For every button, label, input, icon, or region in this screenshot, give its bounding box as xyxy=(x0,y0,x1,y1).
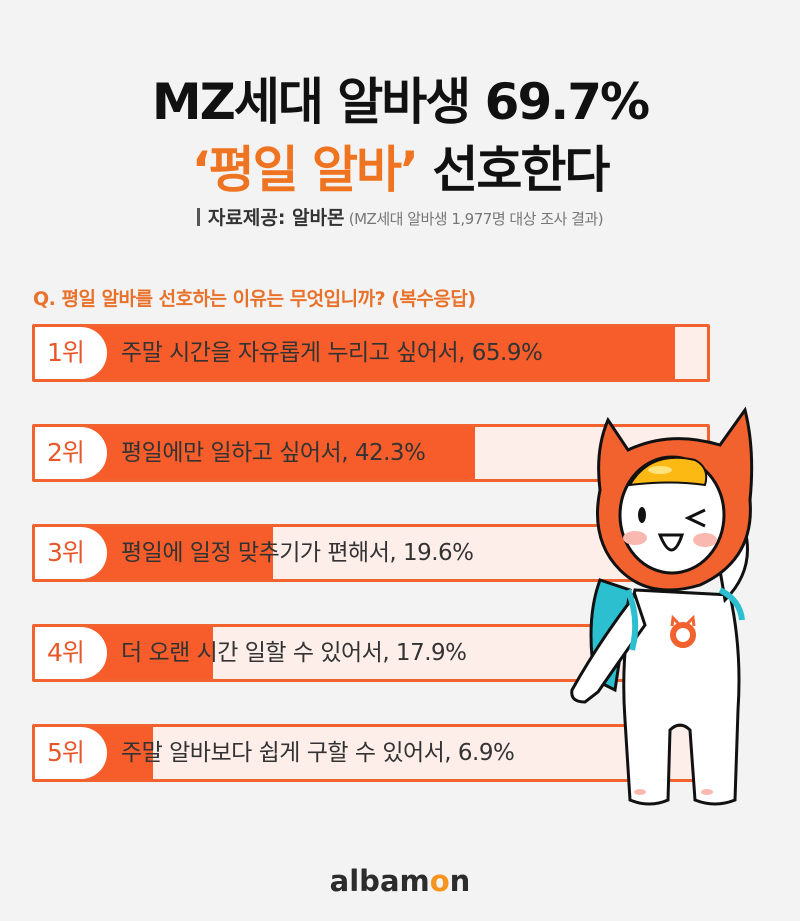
headline-rest: 선호한다 xyxy=(416,141,610,199)
source-credit: 자료제공: 알바몬 (MZ세대 알바생 1,977명 대상 조사 결과) xyxy=(0,203,800,230)
rank-badge: 5위 xyxy=(35,727,107,779)
bar-label: 주말 시간을 자유롭게 누리고 싶어서, 65.9% xyxy=(121,340,543,366)
rank-badge: 2위 xyxy=(35,427,107,479)
bar-label: 평일에 일정 맞추기가 편해서, 19.6% xyxy=(121,540,474,566)
source-main: 자료제공: 알바몬 xyxy=(207,207,345,229)
rank-badge: 1위 xyxy=(35,327,107,379)
bar-row: 1위 주말 시간을 자유롭게 누리고 싶어서, 65.9% xyxy=(32,324,710,382)
bar-label: 평일에만 일하고 싶어서, 42.3% xyxy=(121,440,426,466)
bar-fill xyxy=(35,327,675,379)
bar-label: 주말 알바보다 쉽게 구할 수 있어서, 6.9% xyxy=(121,740,515,766)
separator-bar xyxy=(196,208,200,226)
bar-row: 3위 평일에 일정 맞추기가 편해서, 19.6% xyxy=(32,524,710,582)
logo-cat-o: o xyxy=(429,864,450,898)
albamon-logo: albamon xyxy=(329,864,471,898)
survey-question: Q. 평일 알바를 선호하는 이유는 무엇입니까? (복수응답) xyxy=(33,288,476,310)
headline-accent: ‘평일 알바’ xyxy=(191,141,419,199)
rank-badge: 3위 xyxy=(35,527,107,579)
bar-label: 더 오랜 시간 일할 수 있어서, 17.9% xyxy=(121,640,467,666)
rank-badge: 4위 xyxy=(35,627,107,679)
bar-fill xyxy=(35,427,475,479)
headline-line-1: MZ세대 알바생 69.7% xyxy=(151,73,650,131)
mascot-illustration xyxy=(570,406,754,806)
source-note: (MZ세대 알바생 1,977명 대상 조사 결과) xyxy=(344,210,604,228)
bar-row: 5위 주말 알바보다 쉽게 구할 수 있어서, 6.9% xyxy=(32,724,710,782)
headline-line-2: ‘평일 알바’ 선호한다 xyxy=(0,130,800,202)
bar-row: 2위 평일에만 일하고 싶어서, 42.3% xyxy=(32,424,710,482)
